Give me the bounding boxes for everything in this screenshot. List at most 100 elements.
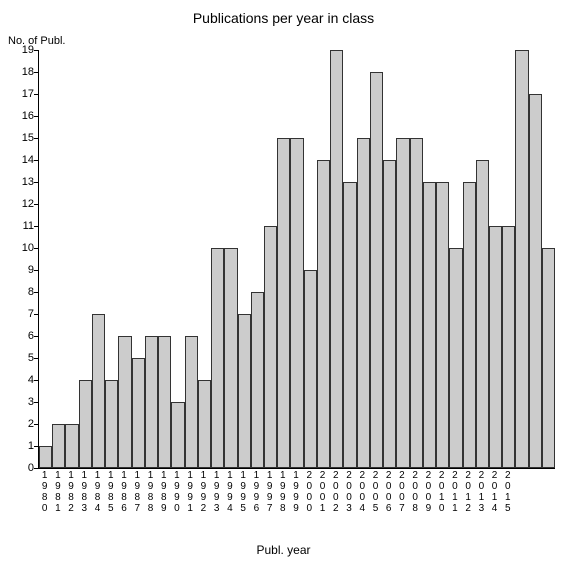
x-label: 1990 — [170, 470, 183, 514]
x-label: 1998 — [276, 470, 289, 514]
bar — [370, 72, 383, 468]
x-label: 1983 — [78, 470, 91, 514]
bar — [410, 138, 423, 468]
bar — [529, 94, 542, 468]
x-label — [541, 470, 554, 514]
y-tick-label: 13 — [6, 177, 34, 188]
y-tick-label: 18 — [6, 67, 34, 78]
y-tick-label: 16 — [6, 111, 34, 122]
x-label: 2013 — [475, 470, 488, 514]
x-label: 1984 — [91, 470, 104, 514]
x-label: 1992 — [197, 470, 210, 514]
x-label: 1997 — [263, 470, 276, 514]
y-tick-label: 5 — [6, 353, 34, 364]
bar — [52, 424, 65, 468]
bars-group — [39, 50, 555, 468]
bar — [171, 402, 184, 468]
x-label: 2010 — [435, 470, 448, 514]
bar — [105, 380, 118, 468]
y-tick-label: 2 — [6, 419, 34, 430]
x-label: 2001 — [316, 470, 329, 514]
bar — [198, 380, 211, 468]
bar — [383, 160, 396, 468]
x-label: 2012 — [462, 470, 475, 514]
x-label: 1985 — [104, 470, 117, 514]
x-label: 1996 — [250, 470, 263, 514]
x-label: 1989 — [157, 470, 170, 514]
x-axis-labels: 1980198119821983198419851986198719881989… — [38, 470, 554, 514]
x-label: 1980 — [38, 470, 51, 514]
bar — [304, 270, 317, 468]
x-label: 2015 — [501, 470, 514, 514]
x-label: 2009 — [422, 470, 435, 514]
plot-area — [38, 50, 555, 469]
x-label: 2008 — [409, 470, 422, 514]
bar — [158, 336, 171, 468]
x-label: 2007 — [395, 470, 408, 514]
y-tick-label: 6 — [6, 331, 34, 342]
bar — [542, 248, 555, 468]
bar — [224, 248, 237, 468]
x-label — [528, 470, 541, 514]
x-label: 2014 — [488, 470, 501, 514]
bar — [251, 292, 264, 468]
y-tick-label: 12 — [6, 199, 34, 210]
x-label: 1995 — [237, 470, 250, 514]
bar — [476, 160, 489, 468]
bar — [92, 314, 105, 468]
x-label: 2003 — [342, 470, 355, 514]
y-tick-label: 9 — [6, 265, 34, 276]
x-label: 1991 — [184, 470, 197, 514]
x-label: 2004 — [356, 470, 369, 514]
bar — [185, 336, 198, 468]
bar — [436, 182, 449, 468]
bar — [211, 248, 224, 468]
bar — [238, 314, 251, 468]
bar — [290, 138, 303, 468]
chart-title: Publications per year in class — [0, 10, 567, 26]
bar — [118, 336, 131, 468]
x-label: 1982 — [64, 470, 77, 514]
x-label: 1987 — [131, 470, 144, 514]
bar — [65, 424, 78, 468]
y-tick-label: 1 — [6, 441, 34, 452]
bar — [79, 380, 92, 468]
bar — [39, 446, 52, 468]
bar — [515, 50, 528, 468]
bar — [463, 182, 476, 468]
x-axis-title: Publ. year — [0, 543, 567, 557]
x-label: 1994 — [223, 470, 236, 514]
x-label — [514, 470, 527, 514]
bar — [264, 226, 277, 468]
y-tick-label: 19 — [6, 45, 34, 56]
bar — [317, 160, 330, 468]
y-tick-label: 8 — [6, 287, 34, 298]
bar — [343, 182, 356, 468]
x-label: 1993 — [210, 470, 223, 514]
x-label: 2005 — [369, 470, 382, 514]
y-tick-label: 11 — [6, 221, 34, 232]
y-tick-label: 3 — [6, 397, 34, 408]
x-label: 2002 — [329, 470, 342, 514]
bar — [489, 226, 502, 468]
x-label: 2006 — [382, 470, 395, 514]
y-tick-label: 14 — [6, 155, 34, 166]
x-label: 2000 — [303, 470, 316, 514]
bar — [423, 182, 436, 468]
bar — [357, 138, 370, 468]
bar — [330, 50, 343, 468]
bar — [132, 358, 145, 468]
y-tick-label: 7 — [6, 309, 34, 320]
x-label: 2011 — [448, 470, 461, 514]
x-label: 1999 — [289, 470, 302, 514]
x-label: 1986 — [117, 470, 130, 514]
y-tick-label: 4 — [6, 375, 34, 386]
x-label: 1988 — [144, 470, 157, 514]
y-tick-label: 0 — [6, 463, 34, 474]
bar — [277, 138, 290, 468]
chart-container: Publications per year in class No. of Pu… — [0, 0, 567, 567]
x-label: 1981 — [51, 470, 64, 514]
bar — [449, 248, 462, 468]
bar — [396, 138, 409, 468]
bar — [145, 336, 158, 468]
